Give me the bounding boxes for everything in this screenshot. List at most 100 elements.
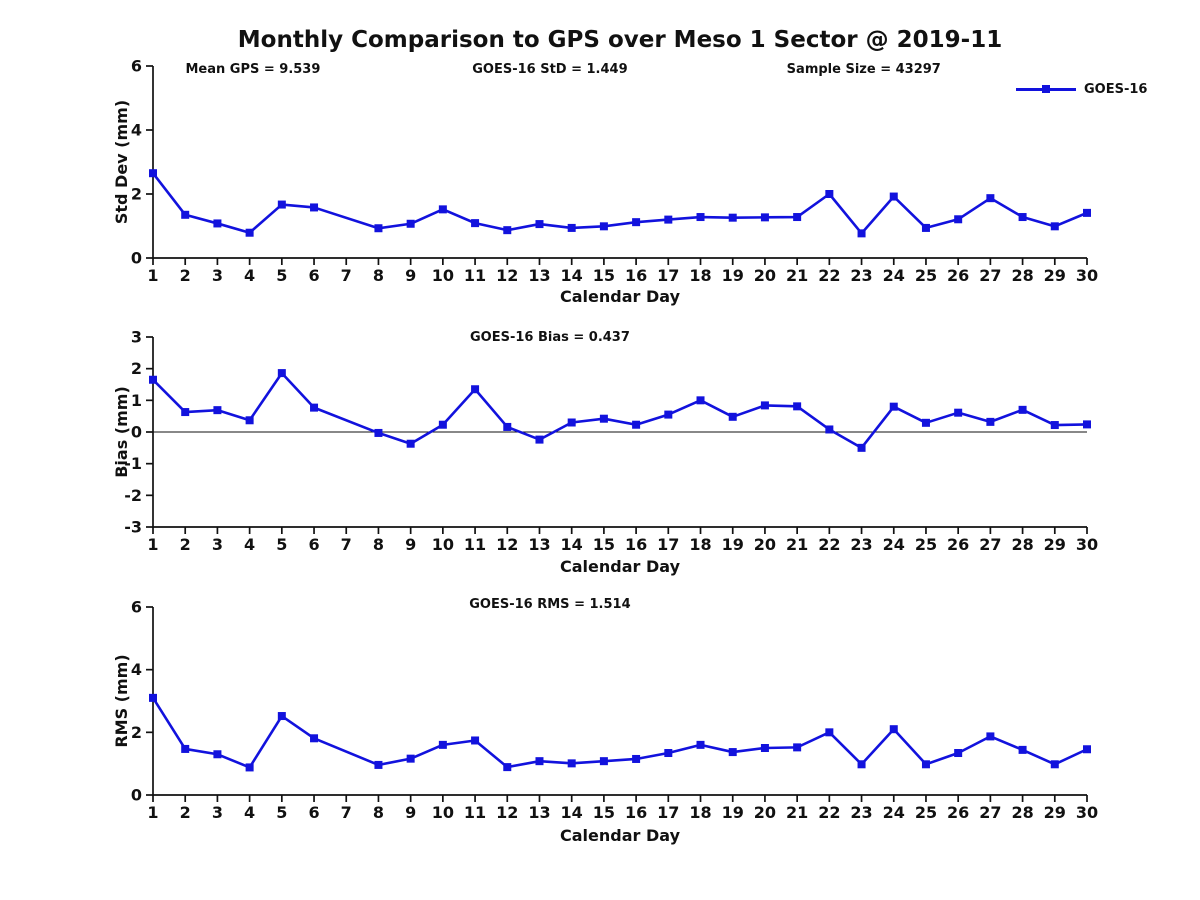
x-axis-label-plot2: Calendar Day — [560, 557, 680, 576]
x-tick-label: 10 — [432, 535, 454, 554]
data-point-marker — [793, 213, 802, 222]
y-tick-label: -2 — [124, 486, 142, 505]
data-point-marker — [921, 223, 930, 232]
x-tick-label: 15 — [593, 803, 615, 822]
data-point-marker — [567, 759, 576, 768]
annotation: GOES-16 RMS = 1.514 — [469, 597, 631, 612]
data-point-marker — [181, 408, 190, 417]
x-tick-label: 18 — [689, 535, 711, 554]
legend-square-marker-icon — [1042, 85, 1050, 93]
x-tick-label: 4 — [244, 803, 255, 822]
data-point-marker — [503, 226, 512, 235]
y-tick-label: -3 — [124, 518, 142, 537]
series-line-goes-16 — [151, 172, 1088, 235]
x-tick-label: 21 — [786, 535, 808, 554]
x-tick-label: 5 — [276, 535, 287, 554]
x-tick-label: 14 — [561, 803, 583, 822]
y-tick-label: 2 — [131, 723, 142, 742]
x-tick-label: 28 — [1011, 803, 1033, 822]
x-tick-label: 30 — [1076, 535, 1098, 554]
annotation: Sample Size = 43297 — [786, 62, 941, 77]
x-tick-label: 5 — [276, 266, 287, 285]
data-point-marker — [406, 219, 415, 228]
x-tick-label: 16 — [625, 266, 647, 285]
data-point-marker — [825, 190, 834, 198]
x-tick-label: 13 — [528, 266, 550, 285]
x-tick-label: 25 — [915, 803, 937, 822]
x-tick-label: 6 — [308, 266, 319, 285]
x-tick-label: 21 — [786, 803, 808, 822]
y-tick-label: 4 — [131, 121, 142, 140]
y-tick-label: 2 — [131, 359, 142, 378]
data-point-marker — [149, 693, 157, 702]
data-point-marker — [374, 224, 383, 233]
x-tick-label: 21 — [786, 266, 808, 285]
x-tick-label: 11 — [464, 535, 486, 554]
x-tick-label: 18 — [689, 266, 711, 285]
data-point-marker — [664, 749, 673, 758]
data-point-marker — [1050, 222, 1059, 231]
data-point-marker — [374, 760, 383, 769]
annotation: GOES-16 StD = 1.449 — [472, 62, 628, 77]
data-point-marker — [664, 410, 673, 419]
x-tick-label: 28 — [1011, 266, 1033, 285]
x-tick-label: 17 — [657, 803, 679, 822]
data-point-marker — [535, 757, 544, 766]
y-tick-label: 6 — [131, 57, 142, 76]
x-tick-label: 23 — [850, 535, 872, 554]
x-tick-label: 10 — [432, 266, 454, 285]
data-point-marker — [1050, 760, 1059, 769]
x-tick-label: 12 — [496, 266, 518, 285]
x-tick-label: 29 — [1044, 535, 1066, 554]
x-tick-label: 28 — [1011, 535, 1033, 554]
data-point-marker — [664, 215, 673, 224]
data-point-marker — [632, 420, 641, 429]
x-tick-label: 8 — [373, 535, 384, 554]
x-tick-label: 3 — [212, 535, 223, 554]
x-tick-label: 30 — [1076, 803, 1098, 822]
x-tick-label: 19 — [722, 535, 744, 554]
data-point-marker — [599, 222, 608, 231]
x-tick-label: 7 — [341, 266, 352, 285]
x-tick-label: 29 — [1044, 803, 1066, 822]
data-point-marker — [793, 402, 802, 411]
x-tick-label: 7 — [341, 803, 352, 822]
data-point-marker — [535, 220, 544, 229]
x-tick-label: 24 — [883, 535, 905, 554]
x-tick-label: 14 — [561, 535, 583, 554]
x-tick-label: 17 — [657, 535, 679, 554]
data-point-marker — [567, 418, 576, 427]
x-tick-label: 1 — [147, 266, 158, 285]
data-point-marker — [728, 748, 737, 757]
data-point-marker — [181, 744, 190, 753]
data-point-marker — [728, 412, 737, 421]
y-tick-label: 4 — [131, 660, 142, 679]
data-point-marker — [213, 219, 222, 228]
y-tick-label: 6 — [131, 598, 142, 617]
x-tick-label: 20 — [754, 535, 776, 554]
data-point-marker — [954, 408, 963, 417]
data-point-marker — [599, 757, 608, 766]
x-axis-label-plot1: Calendar Day — [560, 287, 680, 306]
data-point-marker — [1083, 745, 1091, 754]
x-tick-label: 7 — [341, 535, 352, 554]
data-point-marker — [857, 443, 866, 452]
data-point-marker — [632, 754, 641, 763]
data-point-marker — [889, 402, 898, 411]
data-point-marker — [277, 712, 286, 721]
x-tick-label: 19 — [722, 803, 744, 822]
y-tick-label: 2 — [131, 185, 142, 204]
annotation: GOES-16 Bias = 0.437 — [469, 330, 630, 345]
data-point-marker — [149, 375, 157, 384]
data-point-marker — [760, 744, 769, 752]
annotation: Mean GPS = 9.539 — [185, 62, 321, 77]
x-tick-label: 18 — [689, 803, 711, 822]
series-line-goes-16 — [151, 697, 1088, 769]
data-point-marker — [889, 192, 898, 201]
x-tick-label: 16 — [625, 803, 647, 822]
x-tick-label: 24 — [883, 803, 905, 822]
data-point-marker — [1018, 213, 1027, 222]
data-point-marker — [374, 428, 383, 437]
x-tick-label: 20 — [754, 266, 776, 285]
